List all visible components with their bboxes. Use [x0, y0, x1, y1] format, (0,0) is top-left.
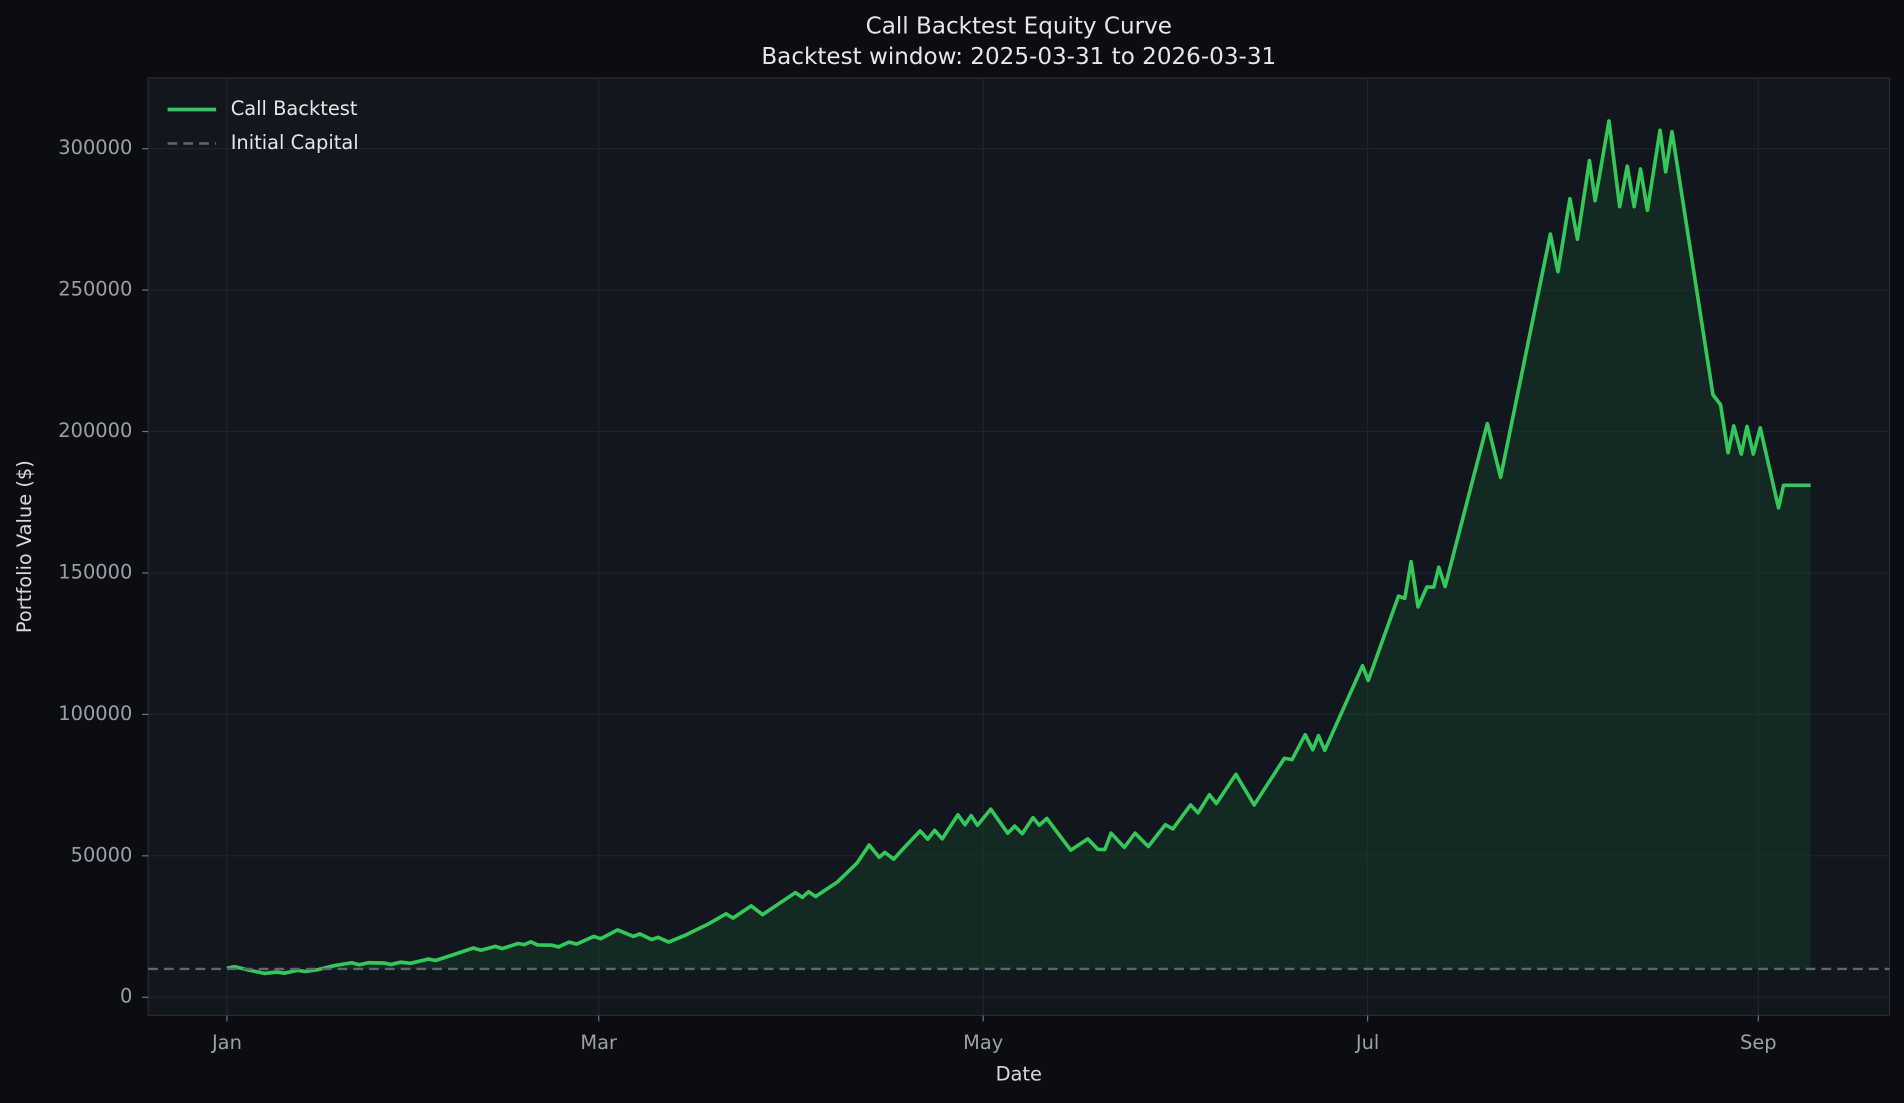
- chart-title: Call Backtest Equity Curve: [866, 13, 1172, 39]
- area-fill: [226, 120, 1811, 974]
- x-tick-label: Jul: [1355, 1031, 1379, 1054]
- legend-label: Call Backtest: [231, 97, 358, 120]
- chart-subtitle: Backtest window: 2025-03-31 to 2026-03-3…: [761, 44, 1276, 70]
- y-tick-label: 200000: [58, 419, 132, 442]
- legend: Call Backtest Initial Capital: [167, 97, 359, 154]
- x-tick-label: Sep: [1740, 1031, 1777, 1054]
- y-tick-label: 100000: [58, 702, 132, 725]
- equity-line: [226, 119, 1811, 976]
- legend-label: Initial Capital: [231, 131, 359, 154]
- y-tick-label: 250000: [58, 278, 132, 301]
- y-tick-label: 300000: [58, 136, 132, 159]
- x-tick-label: Jan: [211, 1031, 242, 1054]
- y-tick-label: 50000: [71, 843, 133, 866]
- x-tick-label: Mar: [580, 1031, 617, 1054]
- y-axis-label: Portfolio Value ($): [13, 460, 36, 633]
- marks: [148, 119, 1890, 976]
- x-axis-label: Date: [996, 1062, 1042, 1085]
- y-tick-label: 0: [120, 985, 132, 1008]
- y-tick-label: 150000: [58, 560, 132, 583]
- x-tick-label: May: [963, 1031, 1003, 1054]
